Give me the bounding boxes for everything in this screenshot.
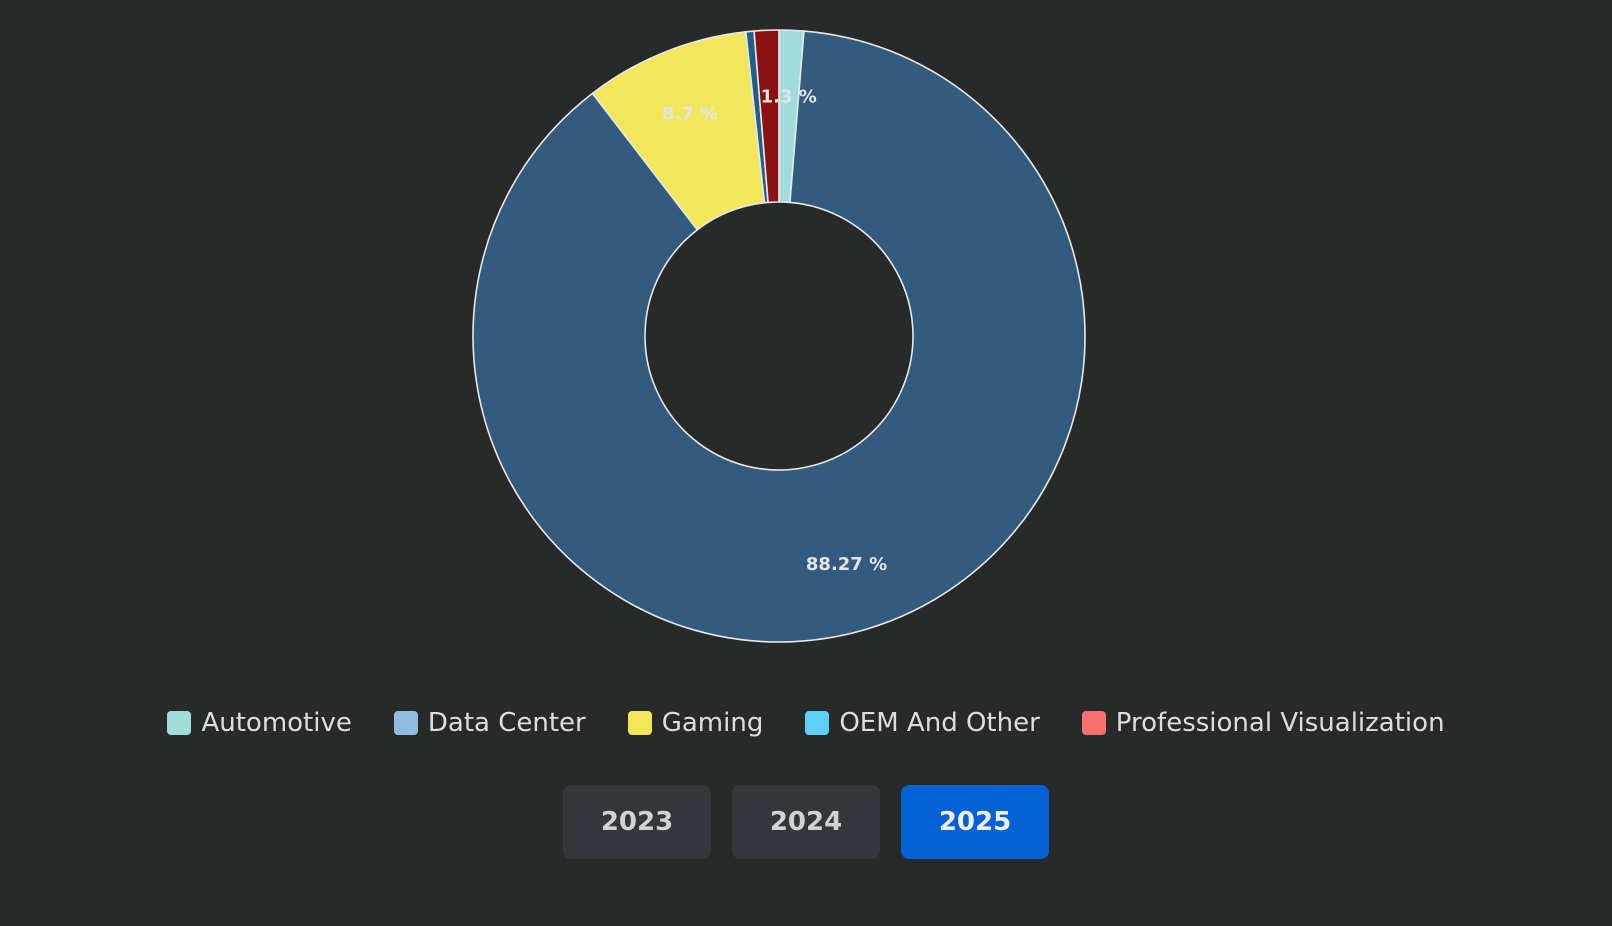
- legend-swatch: [393, 711, 418, 735]
- year-buttons: 2023 2024 2025: [0, 785, 1612, 859]
- year-button[interactable]: 2025: [901, 785, 1049, 859]
- legend-item: OEM And Other: [805, 708, 1040, 738]
- legend-label: OEM And Other: [839, 708, 1040, 738]
- slice-label: 1.3 %: [761, 87, 817, 108]
- legend-swatch: [1081, 711, 1106, 735]
- legend-label: Automotive: [201, 708, 352, 738]
- legend-item: Data Center: [393, 708, 586, 738]
- slice: [472, 30, 1086, 643]
- legend: Automotive Data Center Gaming OEM And Other…: [0, 703, 1612, 743]
- chart: 1.3 % 88.27 % 8.7 %: [472, 29, 1086, 643]
- legend-swatch: [167, 711, 192, 735]
- legend-item: Professional Visualization: [1081, 708, 1445, 738]
- legend-swatch: [805, 711, 830, 735]
- legend-label: Professional Visualization: [1115, 708, 1445, 738]
- legend-swatch: [627, 711, 652, 735]
- legend-item: Gaming: [627, 708, 764, 738]
- legend-label: Gaming: [661, 708, 764, 738]
- legend-item: Automotive: [167, 708, 352, 738]
- slice-label: 8.7 %: [662, 104, 718, 125]
- legend-label: Data Center: [427, 708, 586, 738]
- year-button[interactable]: 2023: [563, 785, 711, 859]
- year-button[interactable]: 2024: [732, 785, 880, 859]
- slice: [753, 29, 780, 204]
- slice-label: 88.27 %: [806, 554, 887, 575]
